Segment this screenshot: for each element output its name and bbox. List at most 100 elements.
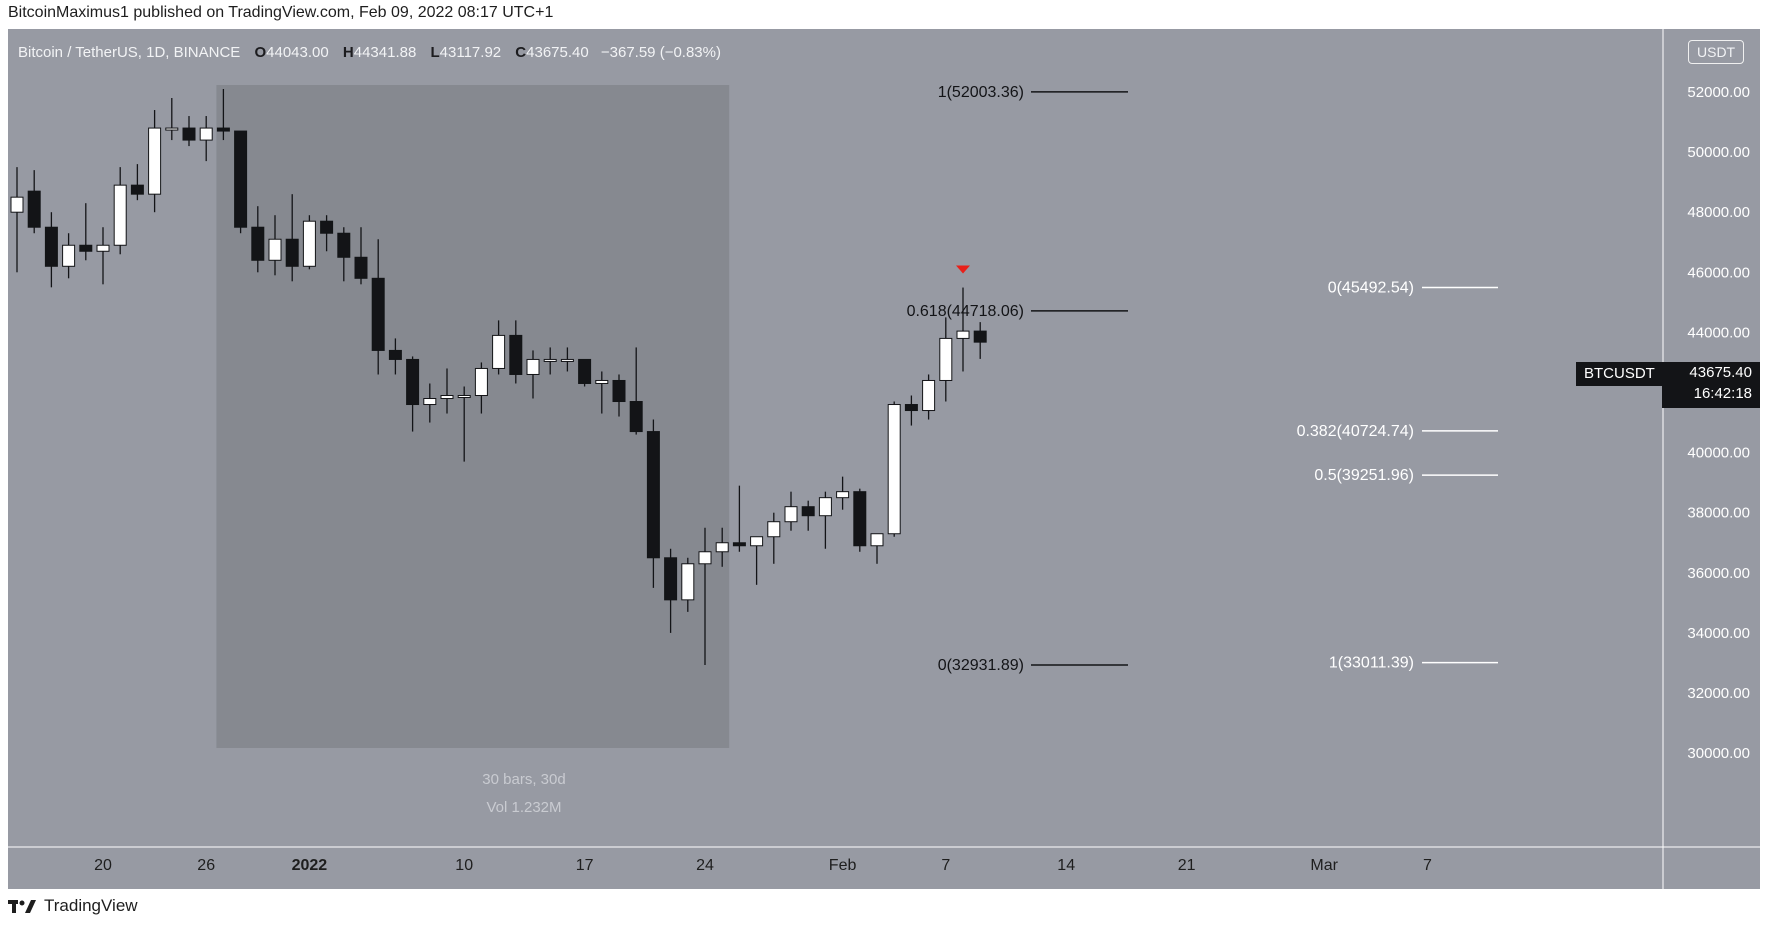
candle-body-down [646, 431, 660, 559]
candle-body-up [887, 404, 901, 535]
candle-body-up [148, 127, 162, 195]
candle-body-down [612, 379, 626, 403]
x-tick-label: 20 [94, 857, 112, 874]
x-tick-label: 17 [576, 857, 594, 874]
candle-body-up [543, 358, 557, 362]
candle [182, 116, 196, 147]
symbol-price-label: BTCUSDT [1576, 362, 1663, 386]
candle-body-up [165, 127, 179, 131]
candle-body-up [199, 127, 213, 141]
down-arrow-marker [956, 265, 970, 274]
candle-body-up [560, 358, 574, 362]
fib-level-label: 1(33011.39) [1329, 655, 1414, 672]
y-tick-label: 40000.00 [1687, 445, 1750, 462]
fib-level-label: 0.618(44718.06) [907, 303, 1024, 320]
candle [492, 320, 506, 375]
bar-countdown: 16:42:18 [1693, 385, 1752, 402]
candle-body-up [767, 521, 781, 538]
candle [509, 320, 523, 384]
candle-body-down [44, 226, 58, 267]
fib-level-label: 0(45492.54) [1328, 280, 1414, 297]
candle [440, 368, 454, 414]
candle [251, 206, 265, 273]
candle [79, 203, 93, 261]
candle [320, 215, 334, 252]
fib-level-label: 0.382(40724.74) [1297, 423, 1414, 440]
candle-body-up [423, 398, 437, 406]
candle [302, 215, 316, 270]
tradingview-logo-icon [8, 900, 36, 913]
candle-body-up [302, 220, 316, 267]
candle-body-up [10, 196, 24, 213]
candle [595, 371, 609, 414]
candle [801, 500, 815, 531]
candle-body-up [474, 367, 488, 397]
ohlc-legend: Bitcoin / TetherUS, 1D, BINANCE O44043.0… [18, 44, 721, 61]
close-label: C [515, 44, 527, 61]
high-label: H [342, 44, 354, 61]
high-value: 44341.88 [353, 44, 417, 61]
candle [285, 194, 299, 282]
candle [853, 488, 867, 552]
open-label: O [254, 44, 267, 61]
candle [62, 233, 76, 279]
y-tick-label: 30000.00 [1687, 745, 1750, 762]
y-tick-label: 46000.00 [1687, 264, 1750, 281]
x-tick-label: Feb [829, 857, 857, 874]
x-tick-label: 2022 [292, 857, 328, 874]
candle-body-down [27, 190, 41, 228]
range-box-fill[interactable] [216, 85, 730, 748]
x-tick-label: 24 [696, 857, 714, 874]
range-vol-label: Vol 1.232M [486, 799, 561, 816]
y-tick-label: 52000.00 [1687, 84, 1750, 101]
fib-level-label: 1(52003.36) [938, 84, 1024, 101]
candle [371, 239, 385, 375]
x-tick-label: 21 [1178, 857, 1196, 874]
candle [44, 212, 58, 288]
candle-body-down [216, 127, 230, 132]
candle [578, 358, 592, 387]
candle-body-up [268, 238, 282, 261]
candle-body-down [130, 184, 144, 195]
candle-body-up [457, 395, 471, 399]
candle [560, 347, 574, 372]
candle-body-up [440, 395, 454, 400]
x-tick-label: 14 [1057, 857, 1075, 874]
close-value: 43675.40 [526, 44, 589, 61]
candle [268, 215, 282, 276]
candle [767, 512, 781, 564]
candle-body-down [801, 506, 815, 517]
fibonacci-levels: 1(52003.36) 0.618(44718.06) 0(32931.89) 0(4… [907, 84, 1498, 674]
candle [956, 287, 970, 372]
candle [870, 533, 884, 564]
candle [354, 227, 368, 285]
candle [406, 356, 420, 432]
symbol-title[interactable]: Bitcoin / TetherUS, 1D, BINANCE [18, 44, 241, 61]
y-tick-label: 44000.00 [1687, 324, 1750, 341]
candle [10, 167, 24, 273]
tradingview-logo[interactable]: TradingView [8, 896, 138, 916]
candle-body-down [182, 127, 196, 141]
candle-body-down [337, 232, 351, 258]
candle-body-down [79, 244, 93, 252]
candle [543, 347, 557, 375]
candle-body-up [750, 536, 764, 547]
range-bars-label: 30 bars, 30d [482, 771, 565, 788]
candle-body-up [715, 542, 729, 553]
currency-button[interactable]: USDT [1688, 40, 1745, 64]
candle [973, 322, 987, 359]
candle-body-down [509, 334, 523, 375]
candle [818, 491, 832, 549]
low-value: 43117.92 [439, 44, 502, 61]
x-tick-label: 10 [455, 857, 473, 874]
x-tick-label: Mar [1310, 857, 1338, 874]
change-value: −367.59 (−0.83%) [600, 44, 721, 61]
candle [113, 167, 127, 255]
candle [337, 227, 351, 282]
candle [646, 419, 660, 588]
candle-body-up [956, 330, 970, 339]
candle [939, 317, 953, 402]
y-tick-label: 48000.00 [1687, 204, 1750, 221]
candle [836, 476, 850, 510]
